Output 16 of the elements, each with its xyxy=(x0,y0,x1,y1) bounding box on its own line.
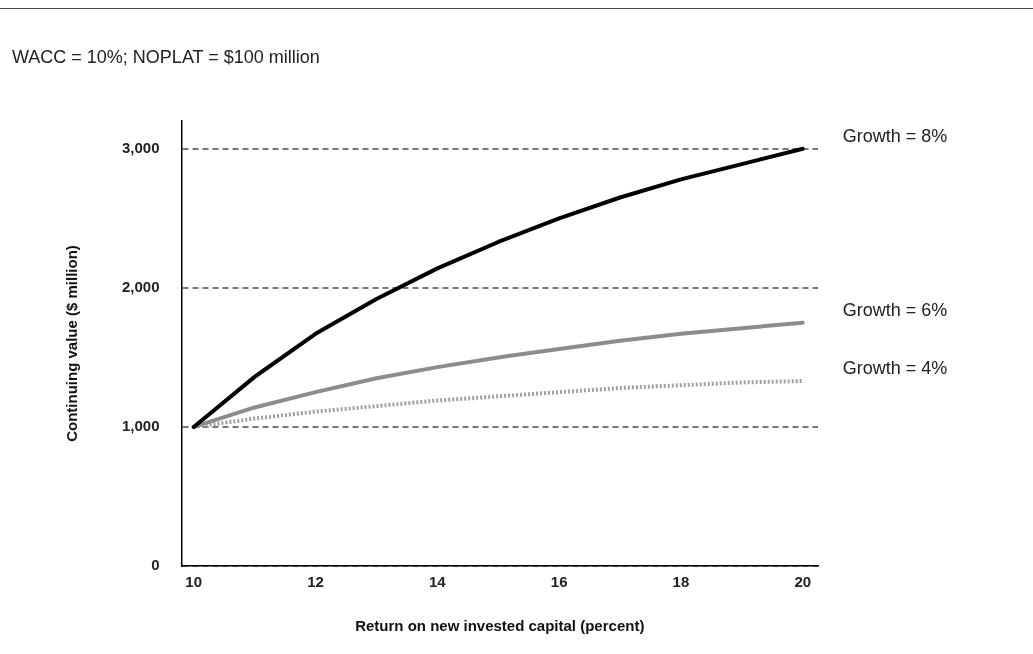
x-axis-title: Return on new invested capital (percent) xyxy=(355,617,645,635)
y-tick-label: 3,000 xyxy=(121,138,160,156)
text: Growth = 8% xyxy=(842,125,948,146)
x-tick-label: 18 xyxy=(672,573,690,591)
y-tick-label: 0 xyxy=(151,556,160,574)
x-tick-label: 10 xyxy=(185,573,203,591)
x-tick-label: 14 xyxy=(429,573,447,591)
x-tick-label: 20 xyxy=(794,573,812,591)
x-tick-label: 12 xyxy=(307,573,324,591)
y-tick-label: 2,000 xyxy=(121,278,160,296)
y-tick-label: 1,000 xyxy=(121,417,160,435)
x-tick-label: 16 xyxy=(550,573,568,591)
text: Growth = 4% xyxy=(842,358,948,379)
text: Growth = 6% xyxy=(842,299,948,320)
chart-title: WACC = 10%; NOPLAT = $100 million xyxy=(12,47,320,68)
y-axis-title: Continuing value ($ million) xyxy=(63,245,81,442)
